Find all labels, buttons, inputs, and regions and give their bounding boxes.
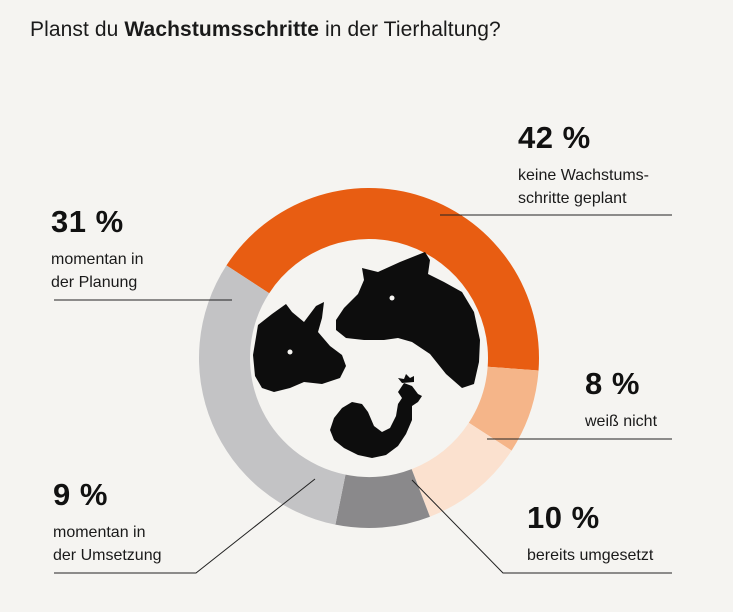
donut-slices — [198, 188, 539, 529]
label-weiss-nicht-value: 8 % — [585, 366, 640, 401]
label-keine: 42 % keine Wachstums- schritte geplant — [518, 120, 649, 210]
title-bold: Wachstumsschritte — [124, 18, 320, 41]
label-umsetzung-text: momentan in der Umsetzung — [53, 524, 162, 564]
label-bereits-value: 10 % — [527, 500, 600, 535]
label-bereits-text: bereits umgesetzt — [527, 547, 654, 564]
label-weiss-nicht-text: weiß nicht — [585, 413, 658, 430]
label-umsetzung-value: 9 % — [53, 477, 108, 512]
slice-keine — [226, 188, 539, 371]
label-keine-value: 42 % — [518, 120, 591, 155]
label-weiss-nicht: 8 % weiß nicht — [585, 366, 657, 433]
label-planung-text: momentan in der Planung — [51, 251, 144, 291]
chart-title: Planst du Wachstumsschritte in der Tierh… — [30, 18, 501, 42]
slice-weiss-nicht — [468, 366, 539, 451]
label-bereits: 10 % bereits umgesetzt — [527, 500, 653, 567]
label-keine-text: keine Wachstums- schritte geplant — [518, 167, 649, 207]
slice-bereits — [411, 422, 512, 517]
leader-line-bereits — [411, 479, 672, 574]
leader-lines — [54, 214, 672, 574]
label-planung: 31 % momentan in der Planung — [51, 204, 144, 294]
label-planung-value: 31 % — [51, 204, 124, 239]
title-suffix: in der Tierhaltung? — [319, 18, 501, 41]
chicken-icon — [330, 374, 422, 458]
slice-planung — [198, 265, 346, 525]
cow-icon — [336, 252, 480, 388]
label-umsetzung: 9 % momentan in der Umsetzung — [53, 477, 162, 567]
leader-line-umsetzung — [54, 478, 316, 574]
slice-umsetzung — [335, 469, 430, 529]
pig-icon — [253, 302, 346, 392]
title-prefix: Planst du — [30, 18, 125, 41]
